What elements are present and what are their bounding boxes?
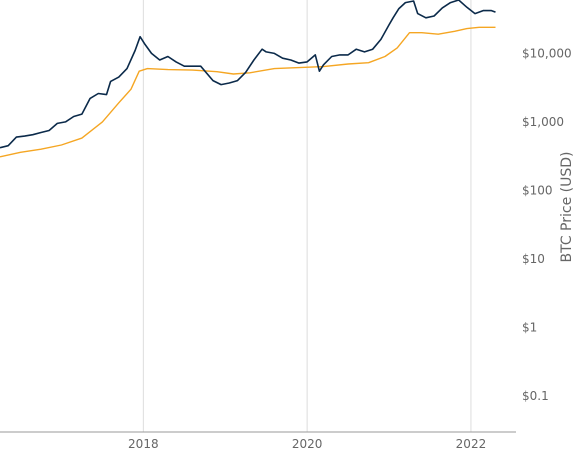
y-tick-label: $1,000 — [522, 115, 564, 129]
x-tick-labels: 2018 2020 2022 — [128, 437, 486, 450]
y-tick-label: $0.1 — [522, 389, 549, 403]
y-tick-label: $10,000 — [522, 46, 572, 60]
y-tick-labels: $0.1 $1 $10 $100 $1,000 $10,000 — [522, 46, 572, 403]
y-axis-title: BTC Price (USD) — [559, 151, 575, 262]
y-tick-label: $100 — [522, 183, 553, 197]
average-series-line — [0, 26, 496, 158]
grid-lines — [142, 0, 472, 432]
series-lines — [0, 0, 496, 158]
x-tick-label: 2020 — [292, 437, 323, 450]
y-tick-label: $1 — [522, 321, 537, 335]
x-tick-label: 2022 — [456, 437, 487, 450]
price-series-line — [0, 0, 496, 149]
y-tick-label: $10 — [522, 252, 545, 266]
x-tick-label: 2018 — [128, 437, 159, 450]
